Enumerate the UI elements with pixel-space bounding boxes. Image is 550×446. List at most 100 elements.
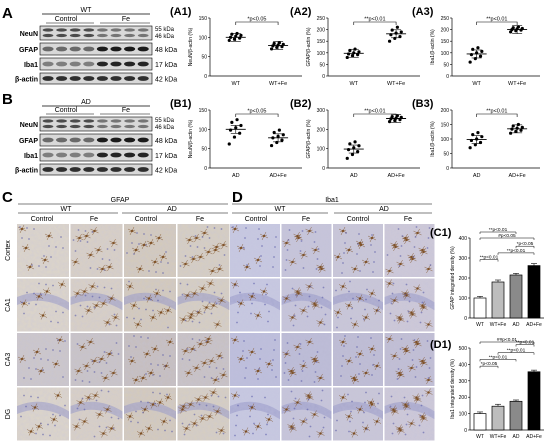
y-tick-label: 150 <box>441 39 450 45</box>
panel-letter-b: B <box>2 91 13 108</box>
blot-b-row-label-3: β-actin <box>15 168 38 175</box>
y-tick-label: 100 <box>459 412 468 418</box>
stain-c-image-r1-c1 <box>70 278 123 332</box>
sig-bracket <box>353 21 397 25</box>
blot-a-band <box>69 61 81 67</box>
blot-a-band <box>69 28 81 32</box>
x-category-label: AD+Fe <box>508 173 525 179</box>
sig-bracket <box>479 359 517 362</box>
data-point <box>395 25 399 29</box>
stain-c-control-1: Control <box>31 216 54 223</box>
y-axis-label: NeuN/β-actin (%) <box>188 119 194 158</box>
data-point <box>511 26 515 30</box>
blot-b-blot-row-1 <box>39 133 153 147</box>
y-tick-label: 400 <box>459 236 468 242</box>
stain-d-image-r0-c0 <box>230 224 280 277</box>
chart-title-b2: (B2) <box>290 98 312 110</box>
x-category-label: AD+Fe <box>269 173 286 179</box>
data-point <box>520 125 524 129</box>
bar-ad-fefe <box>527 265 541 319</box>
stain-d-control-1: Control <box>245 216 268 223</box>
data-point <box>348 48 352 53</box>
blot-b-kda2-0: 46 kDa <box>155 125 175 131</box>
data-point <box>471 47 475 51</box>
y-tick-label: 100 <box>317 51 326 57</box>
sig-label: *p<0.05 <box>481 361 498 367</box>
blot-b-band <box>96 137 108 143</box>
y-tick-label: 200 <box>441 28 450 34</box>
blot-b-band <box>69 137 81 143</box>
blot-b-band <box>83 119 95 123</box>
blot-b-kda-1: 48 kDa <box>155 138 177 145</box>
data-point <box>277 41 281 45</box>
data-point <box>390 114 394 119</box>
bar-wt-fefe <box>491 281 505 319</box>
blot-a-band <box>56 46 68 52</box>
blot-a-band <box>96 76 108 81</box>
blot-b-band <box>97 124 108 129</box>
blot-a-row-label-3: β-actin <box>15 77 38 84</box>
stain-c-image-r1-c3 <box>177 278 230 332</box>
blot-b-band <box>83 124 95 129</box>
sig-label: **p<0.01 <box>480 255 499 261</box>
blot-b-row-label-1: GFAP <box>19 138 38 145</box>
blot-b-band <box>42 152 54 158</box>
blot-b-band <box>137 137 149 143</box>
bar-wt <box>473 413 487 431</box>
blot-b-band <box>124 137 136 143</box>
y-tick-label: 0 <box>464 428 467 434</box>
blot-b-band <box>110 124 122 129</box>
data-point <box>473 143 477 147</box>
y-tick-label: 150 <box>441 123 450 129</box>
data-point <box>357 50 361 54</box>
sig-label: **p<0.01 <box>364 17 385 23</box>
x-category-label: WT+Fe <box>490 322 507 328</box>
blot-a-row-label-2: Iba1 <box>24 62 38 69</box>
x-category-label: AD <box>350 173 358 179</box>
data-point <box>230 120 234 124</box>
data-point <box>516 25 521 29</box>
blot-a-band <box>56 28 67 32</box>
blot-a-band <box>69 33 81 38</box>
data-point <box>345 156 349 160</box>
y-tick-label: 200 <box>441 108 450 114</box>
blot-b-band <box>83 167 95 172</box>
stain-d-image-r1-c0 <box>230 278 280 332</box>
y-tick-label: 200 <box>459 395 468 401</box>
blot-a-band <box>137 46 149 52</box>
data-point <box>239 123 243 128</box>
data-point <box>353 140 357 144</box>
sig-bracket <box>497 252 535 255</box>
stain-c-image-r0-c2 <box>124 224 176 277</box>
stain-d-image-r2-c2 <box>333 333 383 386</box>
blot-a-band <box>96 46 108 52</box>
blot-a-band <box>69 46 81 52</box>
data-point <box>269 143 274 148</box>
x-category-label: WT <box>476 322 484 328</box>
blot-a-band <box>137 61 149 67</box>
panel-letter-a: A <box>2 5 13 22</box>
blot-a-control-label: Control <box>55 16 78 23</box>
stain-d-image-r2-c0 <box>230 333 280 386</box>
data-point <box>387 120 392 124</box>
sig-bracket <box>479 341 535 344</box>
y-tick-label: 100 <box>199 35 208 41</box>
data-point <box>476 131 480 135</box>
x-category-label: WT+Fe <box>490 434 507 440</box>
y-tick-label: 200 <box>317 127 326 133</box>
stain-d-fe-2: Fe <box>404 216 412 223</box>
blot-b-band <box>83 137 95 143</box>
blot-b-band <box>69 152 81 158</box>
stain-c-image-r3-c1 <box>70 387 123 441</box>
x-category-label: AD+Fe <box>526 434 542 440</box>
scatter-chart-b1: (B1) 0 50 100 150 NeuN/β-actin (%) AD AD+Fe *p<0… <box>170 98 302 179</box>
y-tick-label: 0 <box>204 166 207 172</box>
blot-a-band <box>97 33 108 38</box>
blot-b-row-label-0: NeuN <box>20 122 38 129</box>
chart-title-b1: (B1) <box>170 98 192 110</box>
bar-ad-fefe <box>527 371 541 431</box>
region-label-1: CA1 <box>5 298 12 312</box>
blot-a-band <box>124 46 136 52</box>
x-category-label: WT+Fe <box>387 81 405 87</box>
blot-b-band <box>56 167 68 172</box>
